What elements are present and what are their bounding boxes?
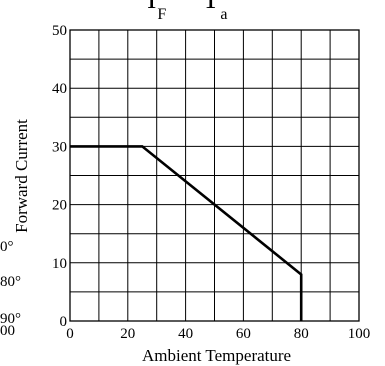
x-axis-label: Ambient Temperature bbox=[142, 346, 292, 365]
chart-title: IF Ta bbox=[147, 0, 287, 23]
title-left-main: I bbox=[147, 0, 156, 15]
y-tick-label: 10 bbox=[52, 256, 67, 272]
title-right-sub: a bbox=[220, 6, 228, 23]
plot-frame bbox=[69, 29, 360, 322]
title-right: Ta bbox=[202, 0, 227, 23]
left-fragment-2: 80° bbox=[0, 274, 21, 290]
x-tick-label: 100 bbox=[348, 326, 371, 342]
y-tick-label: 50 bbox=[52, 23, 67, 39]
y-tick-label: 40 bbox=[52, 81, 67, 97]
title-left-sub: F bbox=[157, 6, 167, 23]
title-right-main: T bbox=[202, 0, 219, 15]
series-line bbox=[70, 145, 303, 321]
x-tick-label: 60 bbox=[236, 326, 251, 342]
title-left: IF bbox=[147, 0, 166, 23]
y-tick-label: 30 bbox=[52, 139, 67, 155]
x-tick-label: 0 bbox=[66, 326, 74, 342]
left-fragment-3: 90° bbox=[0, 311, 21, 327]
left-fragment-4: 00 bbox=[0, 323, 15, 339]
x-tick-label: 40 bbox=[178, 326, 193, 342]
left-fragment-1: 0° bbox=[0, 239, 14, 255]
x-tick-label: 80 bbox=[294, 326, 309, 342]
y-tick-label: 0 bbox=[60, 314, 68, 330]
y-tick-label: 20 bbox=[52, 198, 67, 214]
x-tick-label: 20 bbox=[120, 326, 135, 342]
